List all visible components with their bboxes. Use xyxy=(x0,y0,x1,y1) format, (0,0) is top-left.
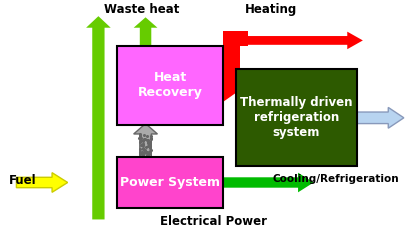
FancyArrow shape xyxy=(356,107,403,128)
Bar xyxy=(235,69,356,166)
Text: Cooling/Refrigeration: Cooling/Refrigeration xyxy=(272,174,398,184)
FancyArrow shape xyxy=(16,173,67,192)
FancyArrow shape xyxy=(133,17,157,47)
Bar xyxy=(117,46,223,125)
Text: Heating: Heating xyxy=(244,3,296,16)
Text: Electrical Power: Electrical Power xyxy=(160,215,266,228)
Text: Power System: Power System xyxy=(120,176,220,189)
FancyArrow shape xyxy=(231,32,362,49)
FancyArrow shape xyxy=(133,124,157,157)
FancyArrow shape xyxy=(86,16,110,219)
Text: Heat
Recovery: Heat Recovery xyxy=(137,71,202,100)
Text: Thermally driven
refrigeration
system: Thermally driven refrigeration system xyxy=(239,96,352,139)
Text: Waste heat: Waste heat xyxy=(103,3,179,16)
FancyArrow shape xyxy=(223,173,313,192)
FancyArrow shape xyxy=(220,81,236,104)
Bar xyxy=(223,32,239,92)
Bar xyxy=(117,157,223,208)
Text: Fuel: Fuel xyxy=(9,174,36,187)
Bar xyxy=(223,31,247,46)
